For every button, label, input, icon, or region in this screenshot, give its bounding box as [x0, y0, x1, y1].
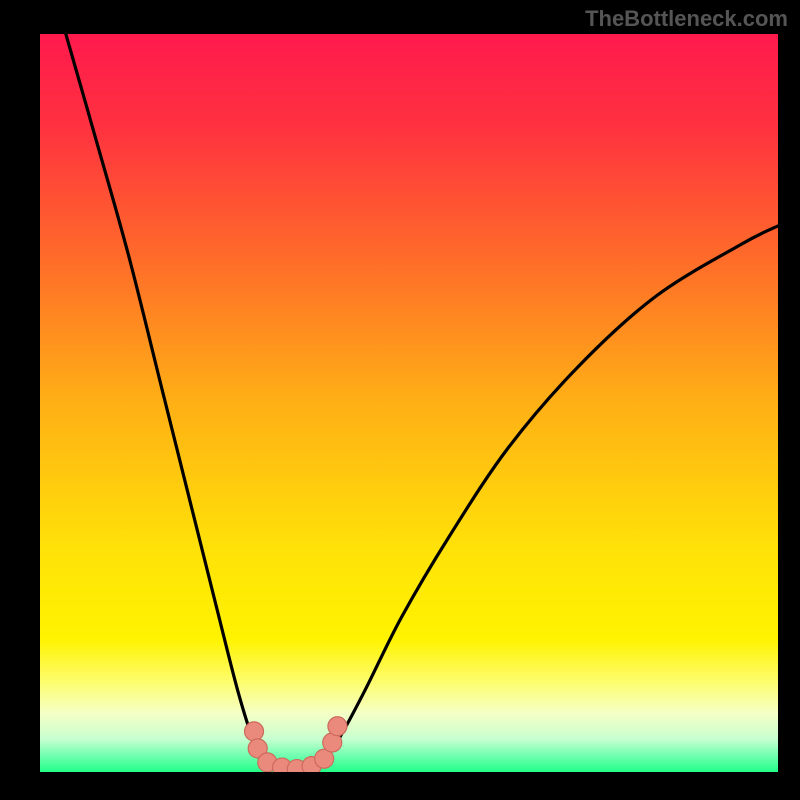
bead-marker [328, 717, 347, 736]
gradient-background [40, 34, 778, 772]
bead-marker [245, 722, 264, 741]
plot-area [40, 34, 778, 772]
chart-svg [40, 34, 778, 772]
chart-container: TheBottleneck.com [0, 0, 800, 800]
watermark-text: TheBottleneck.com [585, 6, 788, 32]
